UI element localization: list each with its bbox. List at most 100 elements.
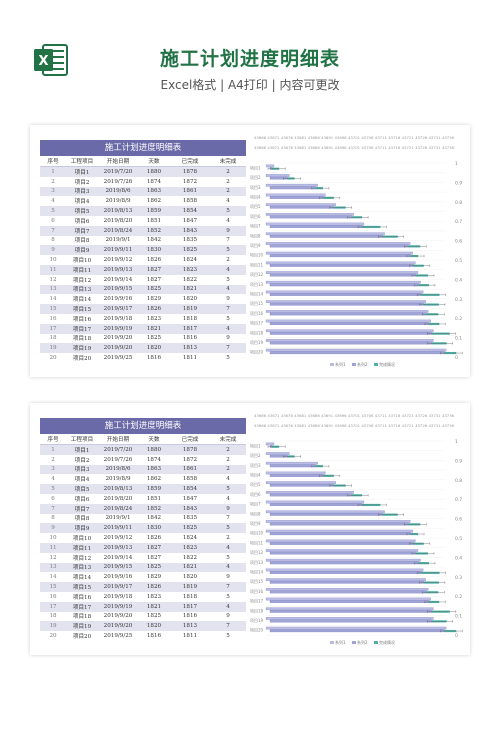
legend-swatch (374, 641, 378, 644)
table-row: 6 项目6 2019/8/20 1851 1847 4 (40, 215, 246, 226)
series1-bar (265, 203, 336, 206)
table-cell: 18 (40, 611, 66, 622)
table-cell: 5 (40, 206, 66, 216)
table-cell: 1824 (170, 255, 210, 265)
table-cell: 1820 (170, 572, 210, 583)
table-cell: 1825 (138, 562, 170, 573)
series1-bar (265, 329, 434, 333)
table-cell: 5 (210, 484, 246, 494)
top-axis-tick-label: 43671 (267, 145, 280, 150)
series1-bar (265, 232, 385, 236)
table-cell: 8 (40, 235, 66, 246)
table-cell: 2019/7/26 (98, 176, 138, 187)
series2-bar (269, 225, 363, 228)
table-cell: 18 (40, 333, 66, 344)
table-cell: 项目10 (66, 533, 98, 543)
table-cell: 9 (210, 333, 246, 344)
top-axis-tick-label: 43731 (429, 135, 442, 140)
table-row: 9 项目9 2019/9/11 1830 1825 5 (40, 245, 246, 256)
category-label: 项目15 (250, 578, 264, 584)
table-row: 19 项目19 2019/9/20 1820 1813 7 (40, 343, 246, 354)
series2-bar (269, 283, 419, 287)
table-cell: 2019/9/20 (98, 333, 138, 344)
table-row: 8 项目8 2019/9/1 1842 1835 7 (40, 235, 246, 246)
top-axis-tick-label: 43721 (402, 413, 415, 418)
table-cell: 1859 (138, 206, 170, 216)
series2-bar (269, 522, 409, 526)
table-cell: 5 (210, 552, 246, 563)
table-cell: 项目6 (66, 215, 98, 226)
table-cell: 7 (210, 304, 246, 314)
table-cell: 1820 (170, 294, 210, 305)
table-body: 1 项目1 2019/7/20 1880 1878 2 2 项目2 2019/7/26 1874 1… (40, 166, 246, 363)
table-cell: 4 (210, 493, 246, 504)
table-row: 14 项目14 2019/9/16 1829 1820 9 (40, 572, 246, 583)
table-cell: 1843 (170, 503, 210, 514)
table-cell: 2019/9/1 (98, 513, 138, 524)
table-cell: 1835 (170, 513, 210, 524)
table-cell: 项目2 (66, 454, 98, 465)
series1-bar (265, 491, 354, 494)
table-cell: 5 (210, 591, 246, 602)
series1-bar (265, 290, 424, 294)
category-label: 项目16 (250, 588, 264, 594)
series1-bar (265, 348, 447, 352)
top-axis-tick-label: 43726 (415, 413, 428, 418)
top-axis-tick-label: 43736 (442, 423, 455, 428)
table-header-row: 序号 工程项目 开始日期 天数 已完成 未完成 (40, 434, 246, 445)
table-cell: 2019/9/16 (98, 294, 138, 305)
series2-bar (269, 483, 334, 487)
table-row: 10 项目10 2019/9/12 1826 1824 2 (40, 533, 246, 543)
table-cell: 5 (210, 631, 246, 641)
top-axis-tick-label: 43666 (254, 413, 267, 418)
table-cell: 13 (40, 284, 66, 295)
table-cell: 2019/9/19 (98, 323, 138, 334)
top-axis-tick-label: 43726 (415, 145, 428, 150)
table-cell: 1826 (138, 255, 170, 265)
top-axis-tick-label: 43721 (402, 145, 415, 150)
legend-label: 系列2 (357, 361, 368, 367)
table-cell: 20 (40, 631, 66, 641)
series2-bar (269, 464, 316, 468)
table-row: 12 项目12 2019/9/14 1827 1822 5 (40, 274, 246, 285)
table-cell: 1872 (170, 176, 210, 187)
table-cell: 1830 (138, 523, 170, 534)
legend-label: 系列1 (335, 639, 346, 645)
table-cell: 9 (210, 611, 246, 622)
table-row: 8 项目8 2019/9/1 1842 1835 7 (40, 513, 246, 524)
table-cell: 1817 (170, 601, 210, 612)
series1-bar (265, 164, 275, 168)
table-cell: 项目11 (66, 542, 98, 553)
top-axis-tick-label: 43716 (388, 413, 401, 418)
column-header: 已完成 (170, 434, 210, 445)
category-label: 项目2 (250, 174, 261, 180)
series1-bar (265, 461, 318, 465)
category-label: 项目8 (250, 232, 261, 238)
gantt-chart: 43666 43666 43671 43671 43676 43676 43681 43681… (250, 135, 466, 373)
table-cell: 12 (40, 274, 66, 285)
series1-bar (265, 471, 326, 475)
table-cell: 项目12 (66, 274, 98, 285)
table-cell: 1816 (138, 353, 170, 363)
table-cell: 2019/9/12 (98, 533, 138, 543)
table-cell: 项目2 (66, 176, 98, 187)
table-cell: 1825 (138, 333, 170, 344)
table-cell: 项目4 (66, 196, 98, 207)
table-cell: 10 (40, 533, 66, 543)
table-row: 10 项目10 2019/9/12 1826 1824 2 (40, 255, 246, 265)
right-axis-tick-label: 0.9 (455, 180, 462, 186)
table-row: 13 项目13 2019/9/15 1825 1821 4 (40, 284, 246, 295)
table-cell: 2 (210, 533, 246, 543)
table-cell: 4 (210, 542, 246, 553)
right-axis-tick-label: 1 (455, 161, 458, 167)
table-cell: 1816 (138, 631, 170, 641)
column-header: 序号 (40, 434, 66, 445)
table-cell: 17 (40, 601, 66, 612)
legend-label: 完成情况 (379, 361, 395, 367)
table-cell: 项目17 (66, 323, 98, 334)
table-cell: 2019/9/11 (98, 523, 138, 534)
legend-swatch (352, 641, 356, 644)
table-cell: 1842 (138, 235, 170, 246)
table-cell: 1821 (138, 323, 170, 334)
table-cell: 1818 (170, 313, 210, 324)
